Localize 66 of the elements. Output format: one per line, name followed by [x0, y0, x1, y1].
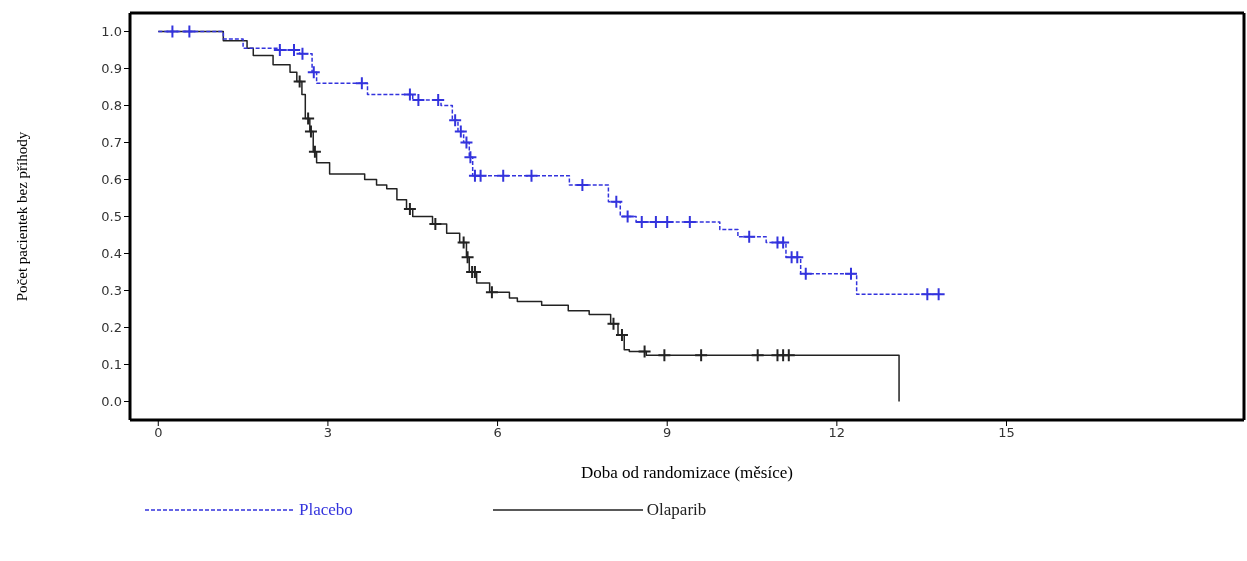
point [791, 251, 804, 264]
x-tick-label: 0 [154, 425, 163, 441]
y-tick-label: 0.0 [101, 394, 122, 410]
point [293, 75, 306, 88]
point [799, 267, 812, 280]
point [658, 349, 671, 362]
y-tick-label: 1.0 [101, 24, 122, 40]
text: Olaparib [646, 500, 707, 520]
point [844, 267, 857, 280]
point [287, 44, 300, 56]
point [454, 125, 467, 138]
point [432, 93, 445, 106]
x-axis-title: Doba od randomizace (měsíce) [581, 463, 793, 482]
y-tick-label: 0.4 [101, 246, 122, 262]
y-tick-label: 0.6 [101, 172, 122, 188]
point [429, 217, 442, 230]
y-tick-label: 0.7 [101, 135, 122, 151]
point [273, 44, 286, 56]
point [461, 251, 474, 264]
point [403, 203, 416, 216]
point [743, 230, 756, 243]
point [497, 169, 510, 182]
point [355, 77, 368, 90]
point [777, 236, 790, 249]
point [921, 288, 934, 301]
point [412, 93, 425, 106]
y-tick-label: 0.2 [101, 320, 122, 336]
y-tick-label: 0.5 [101, 209, 122, 225]
y-tick-label: 0.3 [101, 283, 122, 299]
x-tick-label: 9 [663, 425, 672, 441]
point [304, 125, 317, 138]
y-axis-title: Počet pacientek bez příhody [14, 131, 31, 302]
point [649, 216, 662, 229]
point [638, 345, 651, 358]
point [302, 112, 315, 125]
point [576, 179, 589, 192]
point [307, 66, 320, 79]
point [166, 25, 179, 38]
point [695, 349, 708, 362]
point [683, 216, 696, 229]
point [932, 288, 945, 301]
point [751, 349, 764, 362]
point [460, 136, 473, 149]
point [525, 169, 538, 182]
point [183, 25, 196, 38]
point [615, 328, 628, 341]
point [403, 88, 416, 101]
x-tick-label: 15 [998, 425, 1015, 441]
y-tick-label: 0.8 [101, 98, 122, 114]
point [457, 236, 470, 249]
x-tick-label: 6 [493, 425, 502, 441]
text: Placebo [299, 500, 353, 520]
x-tick-label: 3 [323, 425, 333, 441]
point [621, 210, 634, 223]
point [661, 216, 674, 229]
x-tick-label: 12 [828, 425, 846, 441]
point [296, 47, 309, 60]
point [607, 317, 620, 330]
point [635, 216, 648, 229]
y-tick-label: 0.1 [101, 357, 122, 373]
y-tick-label: 0.9 [101, 61, 122, 77]
point [610, 195, 623, 208]
point [485, 286, 498, 299]
point [464, 151, 477, 164]
point [308, 145, 321, 158]
point [449, 114, 462, 127]
